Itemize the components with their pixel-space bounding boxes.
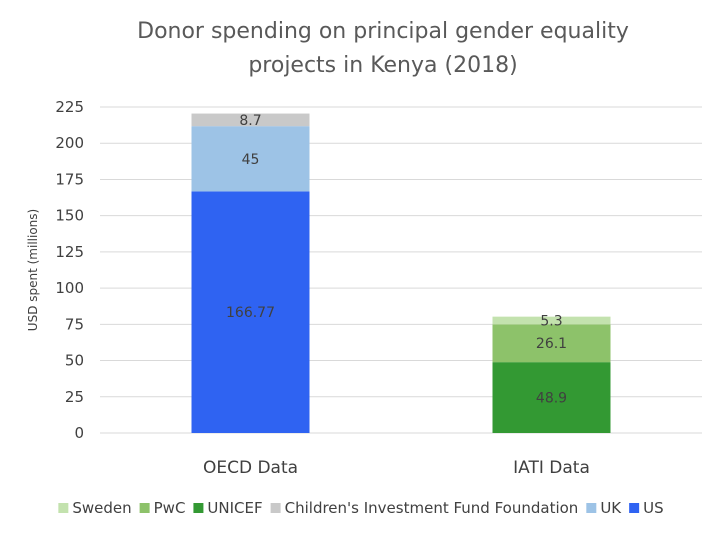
legend-swatch xyxy=(586,503,597,513)
data-label: 166.77 xyxy=(226,305,275,321)
data-label: 8.7 xyxy=(239,113,261,129)
data-label: 26.1 xyxy=(536,336,567,352)
data-label: 5.3 xyxy=(540,313,562,329)
y-axis-ticks: 0 25 50 75 100 125 150 175 200 225 xyxy=(55,98,84,442)
legend-item: Children's Investment Fund Foundation xyxy=(270,499,579,517)
bar-segment xyxy=(191,191,310,433)
legend-swatch xyxy=(139,503,150,513)
data-label: 48.9 xyxy=(536,391,567,407)
y-tick-label: 175 xyxy=(55,170,84,188)
bar-segment xyxy=(492,324,611,363)
legend-item: UK xyxy=(586,499,622,517)
legend-label: Children's Investment Fund Foundation xyxy=(285,499,579,517)
legend-item: Sweden xyxy=(58,499,132,517)
y-tick-label: 100 xyxy=(55,279,84,297)
bars xyxy=(191,113,611,433)
chart-title-line-2: projects in Kenya (2018) xyxy=(248,53,517,78)
data-labels: 166.77 45 8.7 48.9 26.1 5.3 xyxy=(226,113,567,407)
y-tick-label: 200 xyxy=(55,134,84,152)
x-axis-categories: OECD Data IATI Data xyxy=(203,458,590,478)
y-tick-label: 125 xyxy=(55,243,84,261)
bar-segment xyxy=(191,126,310,192)
y-tick-label: 75 xyxy=(65,315,84,333)
x-category-label: OECD Data xyxy=(203,458,298,478)
y-axis-label: USD spent (millions) xyxy=(26,209,40,331)
data-label: 45 xyxy=(242,152,260,168)
legend-label: Sweden xyxy=(72,499,131,517)
x-category-label: IATI Data xyxy=(513,458,590,478)
legend-label: UK xyxy=(600,499,622,517)
legend-swatch xyxy=(58,503,69,513)
bar-segment xyxy=(492,362,611,433)
chart-title-line-1: Donor spending on principal gender equal… xyxy=(137,19,629,44)
y-tick-label: 50 xyxy=(65,352,84,370)
legend-item: US xyxy=(629,499,664,517)
legend-label: PwC xyxy=(154,499,186,517)
legend-label: UNICEF xyxy=(207,499,262,517)
y-tick-label: 225 xyxy=(55,98,84,116)
gridlines xyxy=(100,106,702,434)
legend-swatch xyxy=(193,503,204,513)
y-tick-label: 150 xyxy=(55,207,84,225)
legend: Sweden PwC UNICEF Children's Investment Fun… xyxy=(58,499,664,517)
legend-swatch xyxy=(629,503,640,513)
y-tick-label: 25 xyxy=(65,388,84,406)
legend-item: UNICEF xyxy=(193,499,263,517)
legend-label: US xyxy=(643,499,664,517)
y-tick-label: 0 xyxy=(74,424,84,442)
bar-segment xyxy=(492,316,611,325)
legend-item: PwC xyxy=(139,499,186,517)
legend-swatch xyxy=(270,503,281,513)
bar-segment xyxy=(191,113,310,127)
